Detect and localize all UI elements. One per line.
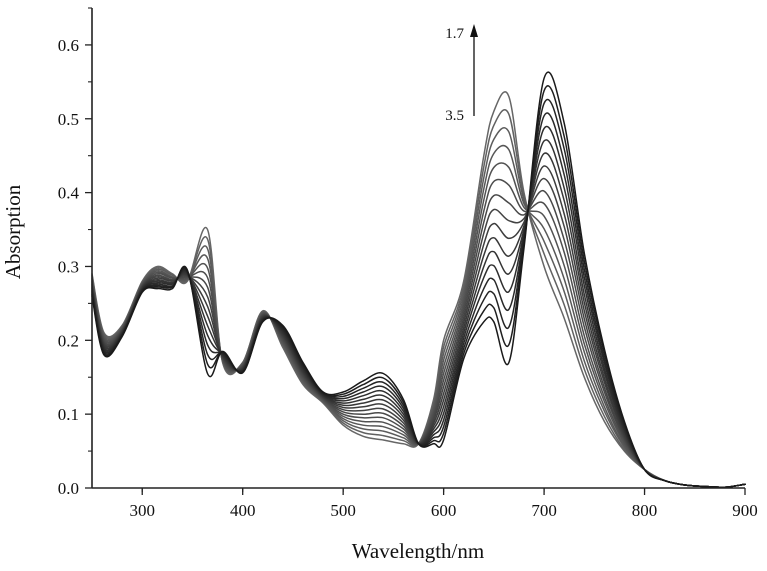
spectrum-series-line [92, 99, 745, 487]
spectrum-series-line [92, 110, 745, 488]
concentration-arrow-annotation: 1.7 3.5 [445, 24, 478, 124]
spectrum-series-line [92, 127, 745, 488]
annotation-bottom-label: 3.5 [445, 108, 464, 124]
axes-layer [92, 8, 745, 488]
y-tick-label: 0.4 [58, 184, 80, 203]
x-tick-label: 500 [330, 501, 356, 520]
y-axis-title: Absorption [1, 184, 25, 279]
x-tick-label: 600 [431, 501, 457, 520]
annotation-arrow-head [470, 24, 478, 37]
spectrum-series-line [92, 166, 745, 487]
x-tick-label: 800 [632, 501, 658, 520]
x-axis-title: Wavelength/nm [352, 539, 484, 563]
x-tick-label: 300 [129, 501, 155, 520]
spectrum-series-line [92, 146, 745, 488]
series-layer [92, 72, 745, 487]
annotation-top-label: 1.7 [445, 26, 464, 42]
spectrum-series-line [92, 179, 745, 487]
x-tick-label: 900 [732, 501, 758, 520]
spectrum-series-line [92, 128, 745, 488]
y-tick-label: 0.2 [58, 331, 79, 350]
spectrum-series-line [92, 163, 745, 487]
y-tick-label: 0.3 [58, 257, 79, 276]
y-tick-label: 0.6 [58, 36, 79, 55]
spectrum-series-line [92, 153, 745, 487]
spectrum-series-line [92, 140, 745, 488]
spectrum-series-line [92, 179, 745, 488]
x-tick-label: 400 [230, 501, 256, 520]
spectrum-series-line [92, 92, 745, 488]
spectrum-series-line [92, 113, 745, 487]
x-tick-label: 700 [531, 501, 557, 520]
y-tick-label: 0.1 [58, 405, 79, 424]
y-tick-label: 0.5 [58, 110, 79, 129]
spectrum-series-line [92, 72, 745, 487]
y-tick-label: 0.0 [58, 479, 79, 498]
spectrum-series-line [92, 86, 745, 488]
